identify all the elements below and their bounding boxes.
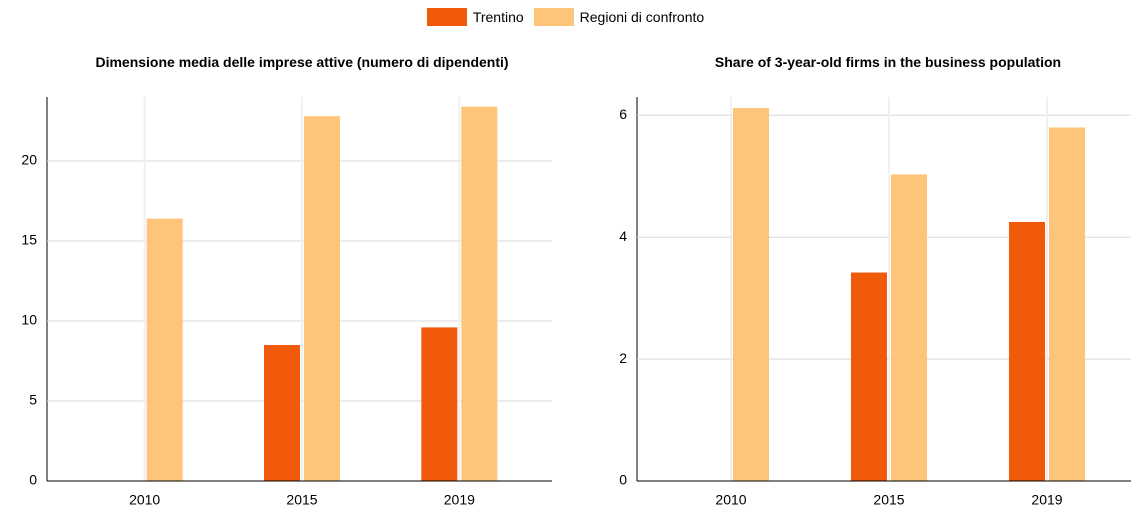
y-tick-label: 0 bbox=[619, 472, 627, 488]
y-tick-label: 15 bbox=[21, 232, 37, 248]
bar bbox=[1009, 221, 1045, 481]
legend-swatch bbox=[426, 8, 467, 26]
bar bbox=[891, 174, 927, 481]
bar bbox=[264, 345, 300, 481]
bar bbox=[1049, 127, 1085, 481]
y-tick-label: 6 bbox=[619, 106, 627, 122]
x-tick-label: 2019 bbox=[444, 492, 475, 508]
bar bbox=[304, 116, 340, 481]
y-tick-label: 2 bbox=[619, 350, 627, 366]
x-tick-label: 2015 bbox=[873, 492, 904, 508]
y-tick-label: 4 bbox=[619, 228, 627, 244]
x-tick-label: 2015 bbox=[286, 492, 317, 508]
y-tick-label: 10 bbox=[21, 312, 37, 328]
y-tick-label: 0 bbox=[29, 472, 37, 488]
bar bbox=[733, 107, 769, 481]
chart-title: Dimensione media delle imprese attive (n… bbox=[95, 54, 509, 70]
legend-item: Trentino bbox=[426, 8, 524, 26]
y-tick-label: 20 bbox=[21, 152, 37, 168]
legend-label: Regioni di confronto bbox=[579, 9, 705, 25]
x-tick-label: 2010 bbox=[715, 492, 746, 508]
bar bbox=[146, 218, 183, 481]
y-tick-label: 5 bbox=[29, 392, 37, 408]
bar bbox=[421, 327, 458, 481]
chart-title: Share of 3-year-old firms in the busines… bbox=[714, 54, 1062, 70]
legend-item: Regioni di confronto bbox=[533, 8, 705, 26]
x-tick-label: 2010 bbox=[129, 492, 160, 508]
legend-label: Trentino bbox=[472, 9, 524, 25]
bar bbox=[461, 106, 498, 481]
x-tick-label: 2019 bbox=[1031, 492, 1062, 508]
legend: Trentino Regioni di confronto bbox=[0, 8, 1131, 26]
bar bbox=[851, 272, 887, 481]
legend-swatch bbox=[533, 8, 574, 26]
